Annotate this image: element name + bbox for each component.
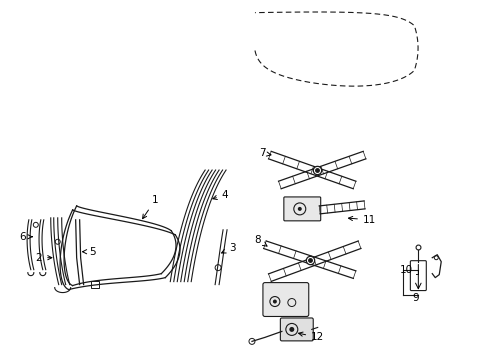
FancyBboxPatch shape — [409, 261, 426, 291]
Text: 8: 8 — [254, 235, 266, 246]
Text: 6: 6 — [20, 232, 32, 242]
Text: 10: 10 — [399, 265, 412, 275]
Text: 4: 4 — [212, 190, 228, 200]
FancyBboxPatch shape — [280, 318, 313, 341]
Bar — [90, 280, 99, 288]
Circle shape — [289, 327, 294, 332]
Text: 1: 1 — [142, 195, 158, 219]
FancyBboxPatch shape — [283, 197, 320, 221]
Text: 11: 11 — [348, 215, 375, 225]
Text: 9: 9 — [411, 293, 418, 302]
Text: 2: 2 — [36, 253, 52, 263]
Circle shape — [297, 207, 301, 211]
Circle shape — [272, 300, 276, 303]
Text: 12: 12 — [298, 332, 324, 342]
Text: 5: 5 — [82, 247, 96, 257]
Text: 7: 7 — [258, 148, 270, 158]
FancyBboxPatch shape — [263, 283, 308, 316]
Text: 3: 3 — [221, 243, 235, 253]
